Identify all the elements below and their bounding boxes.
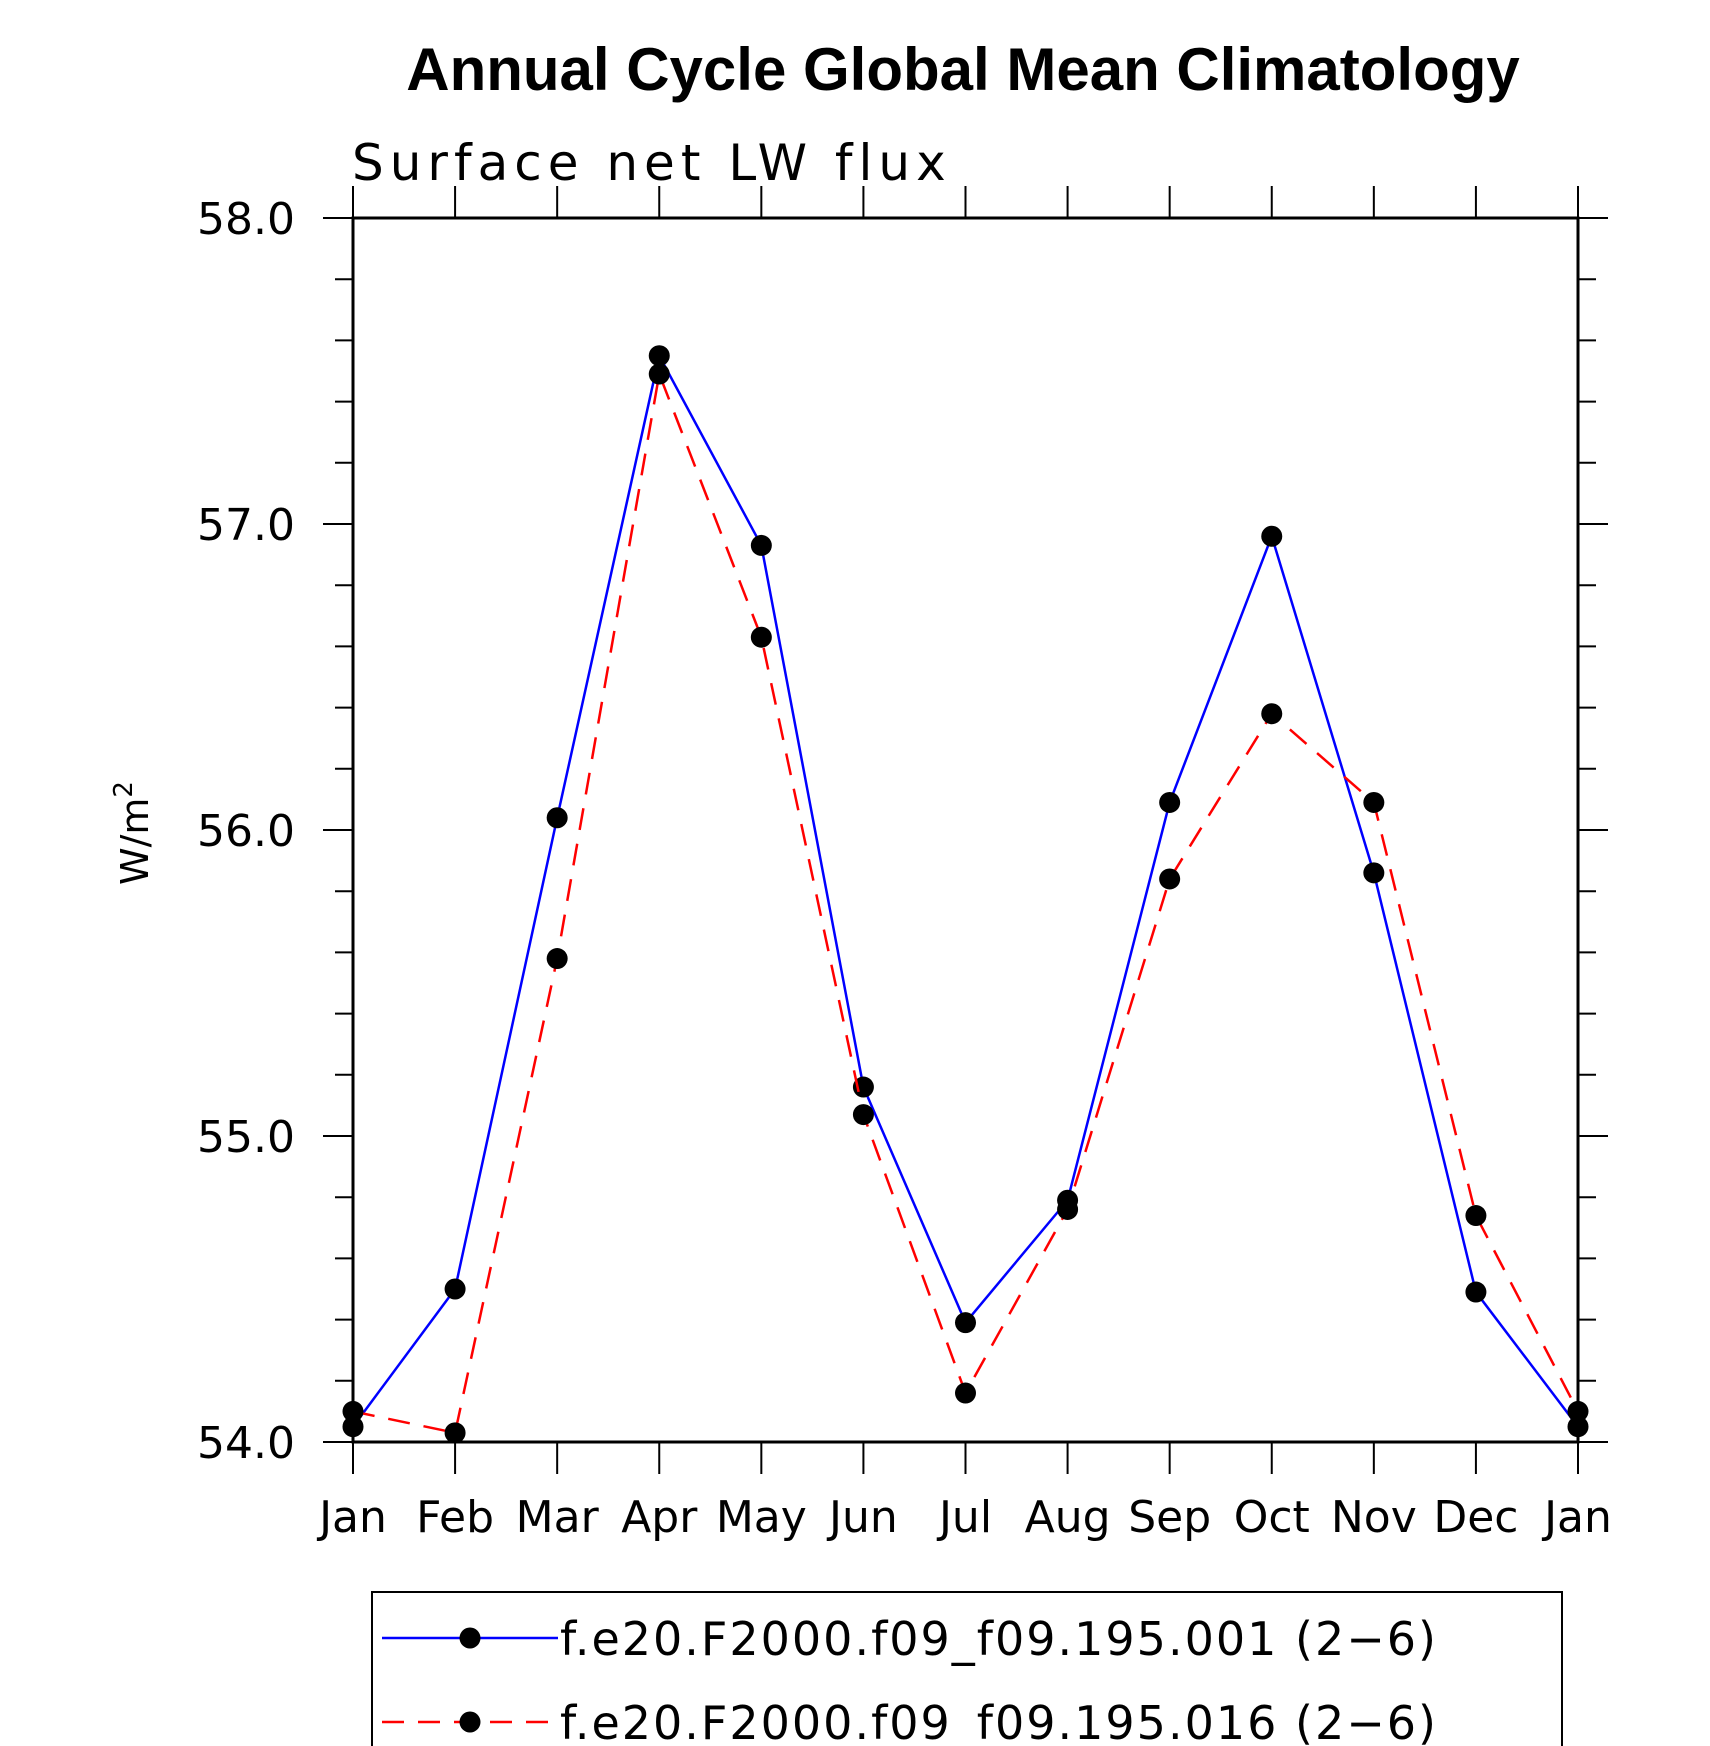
y-tick-label: 57.0 — [197, 500, 295, 551]
x-tick-label: Mar — [516, 1492, 600, 1543]
series-1-point — [955, 1312, 976, 1334]
legend-label-2: f.e20.F2000.f09_f09.195.016 (2−6) — [560, 1696, 1438, 1746]
chart-title: Annual Cycle Global Mean Climatology — [406, 36, 1520, 103]
series-1-point — [1465, 1281, 1487, 1303]
legend: f.e20.F2000.f09_f09.195.001 (2−6) f.e20.F… — [371, 1591, 1563, 1746]
series-1-point — [1363, 862, 1385, 884]
y-axis: 54.0 55.0 56.0 57.0 58.0 — [197, 194, 1608, 1469]
series-2-point — [1261, 703, 1283, 725]
x-tick-label: Aug — [1025, 1492, 1111, 1543]
x-tick-label: Dec — [1433, 1492, 1518, 1543]
plot-frame — [351, 216, 1580, 1444]
y-axis-label: W/m2 — [109, 781, 157, 885]
series-1-point — [750, 534, 772, 556]
series-2-point — [1363, 791, 1385, 813]
x-tick-label: Feb — [416, 1492, 494, 1543]
y-tick-label: 55.0 — [197, 1112, 295, 1163]
series-1-point — [1567, 1416, 1589, 1438]
x-axis: Jan Feb Mar Apr May Jun Jul Aug Sep Oct Nov Dec Jan — [316, 186, 1612, 1543]
y-tick-label: 58.0 — [197, 194, 295, 245]
x-tick-label: Nov — [1331, 1492, 1417, 1543]
series-1-point — [342, 1416, 364, 1438]
series-2 — [342, 363, 1589, 1444]
series-2-point — [342, 1400, 364, 1422]
series-1-point — [546, 807, 568, 829]
y-axis-label-superscript: 2 — [109, 781, 139, 798]
series-2-point — [546, 948, 568, 970]
x-tick-label: Jan — [1541, 1492, 1612, 1543]
chart-subtitle: Surface net LW flux — [352, 134, 952, 192]
series-layer — [342, 345, 1589, 1444]
legend-box — [371, 1591, 1563, 1746]
series-1-point — [1261, 525, 1283, 547]
series-2-point — [1057, 1198, 1079, 1220]
plot-border — [351, 216, 1580, 1444]
series-2-point — [444, 1422, 466, 1444]
series-2-point — [648, 363, 670, 385]
series-1-point — [1159, 791, 1181, 813]
series-2-point — [852, 1104, 874, 1126]
series-1-point — [648, 345, 670, 367]
series-2-line — [352, 372, 1580, 1435]
x-tick-label: Jun — [826, 1492, 898, 1543]
series-1-point — [444, 1278, 466, 1300]
y-tick-label: 54.0 — [197, 1418, 295, 1469]
series-2-point — [1159, 868, 1181, 890]
series-2-point — [750, 626, 772, 648]
series-2-point — [955, 1382, 976, 1404]
legend-marker-2 — [459, 1711, 481, 1733]
x-tick-label: Jan — [316, 1492, 387, 1543]
series-1-line — [351, 354, 1579, 1428]
x-tick-label: Sep — [1128, 1492, 1211, 1543]
series-2-point — [1465, 1205, 1487, 1227]
legend-marker-1 — [459, 1627, 481, 1649]
series-1-point — [852, 1076, 874, 1098]
x-tick-label: Oct — [1234, 1492, 1310, 1543]
x-tick-label: Jul — [936, 1492, 992, 1543]
series-2-point — [1567, 1400, 1589, 1422]
y-axis-label-group: W/m2 — [109, 781, 157, 885]
legend-label-1: f.e20.F2000.f09_f09.195.001 (2−6) — [560, 1612, 1438, 1666]
y-tick-label: 56.0 — [197, 806, 295, 857]
y-axis-label-text: W/m — [113, 798, 157, 885]
series-1 — [342, 345, 1589, 1438]
x-tick-label: Apr — [621, 1492, 698, 1543]
x-tick-label: May — [716, 1492, 807, 1543]
